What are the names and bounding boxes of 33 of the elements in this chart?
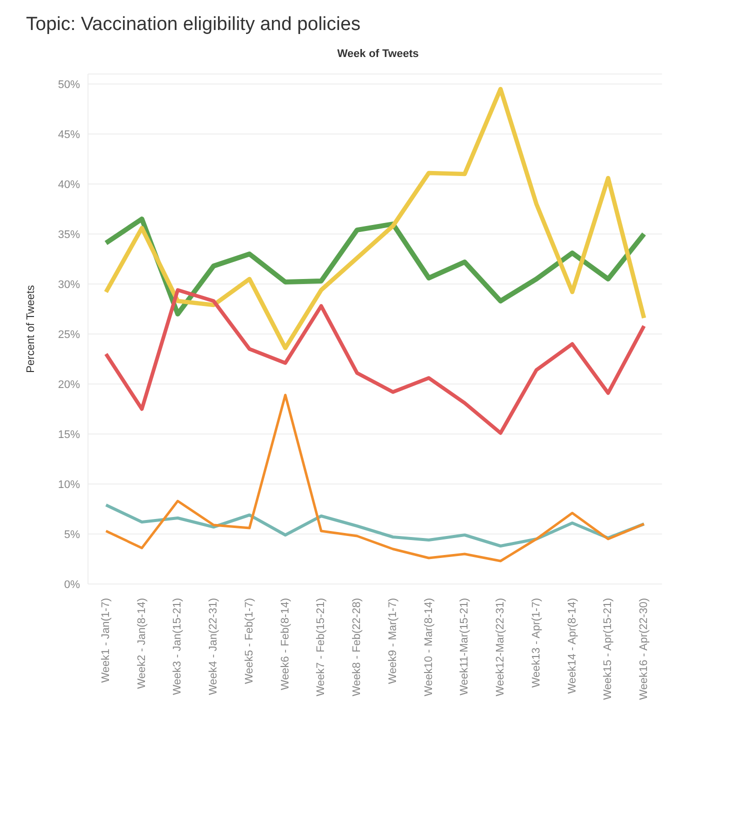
y-tick-label: 50% (58, 78, 80, 91)
x-tick-label: Week13 - Apr(1-7) (530, 598, 542, 688)
y-tick-label: 40% (58, 178, 80, 191)
x-tick-label: Week2 - Jan(8-14) (136, 598, 148, 689)
x-tick-label: Week14 - Apr(8-14) (566, 598, 578, 694)
x-tick-label: Week11-Mar(15-21) (458, 598, 471, 696)
y-tick-label: 10% (58, 478, 80, 491)
x-tick-label: Week16 - Apr(22-30) (638, 598, 650, 700)
y-tick-label: 0% (64, 578, 80, 591)
x-tick-label: Week10 - Mar(8-14) (422, 598, 435, 696)
x-tick-label: Week4 - Jan(22-31) (208, 598, 220, 696)
y-tick-label: 45% (58, 128, 80, 141)
x-tick-label: Week9 - Mar(1-7) (386, 598, 399, 684)
y-tick-label: 5% (64, 528, 80, 541)
y-tick-label: 35% (58, 228, 80, 241)
y-tick-label: 15% (58, 428, 80, 441)
x-tick-label: Week12-Mar(22-31) (494, 598, 507, 696)
x-axis-title: Week of Tweets (336, 48, 420, 60)
x-tick-label: Week3 - Jan(15-21) (172, 598, 184, 696)
x-tick-label: Week15 - Apr(15-21) (602, 598, 614, 700)
y-axis-title: Percent of Tweets (24, 284, 37, 373)
x-tick-label: Week6 - Feb(8-14) (279, 598, 292, 690)
x-tick-label: Week7 - Feb(15-21) (315, 598, 328, 696)
chart-title: Topic: Vaccination eligibility and policies (25, 13, 362, 37)
y-tick-label: 20% (58, 378, 80, 391)
y-tick-label: 25% (58, 328, 80, 341)
line-series (104, 86, 646, 350)
x-tick-label: Week5 - Feb(1-7) (243, 598, 256, 684)
line-series (104, 394, 646, 562)
line-series (104, 288, 646, 435)
y-tick-label: 30% (58, 278, 80, 291)
x-tick-label: Week1 - Jan(1-7) (100, 598, 112, 683)
x-tick-label: Week8 - Feb(22-28) (351, 598, 364, 696)
